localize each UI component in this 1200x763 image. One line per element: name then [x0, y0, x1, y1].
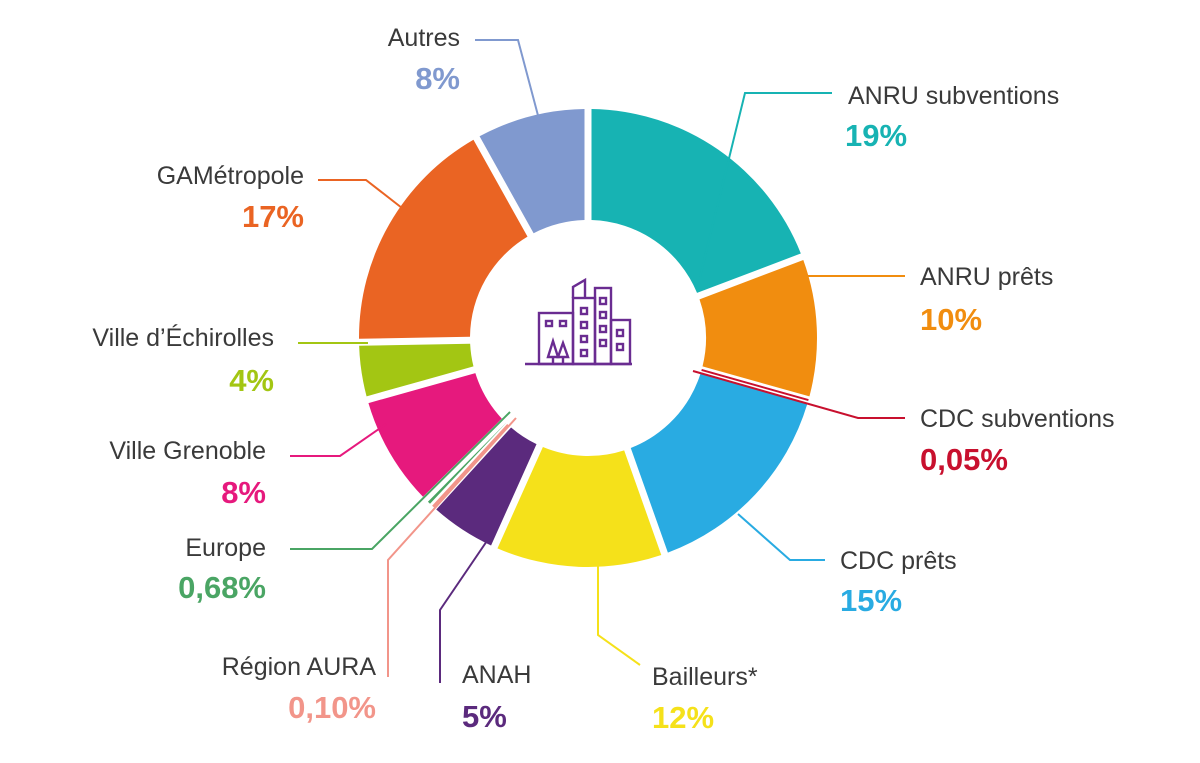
- slice-name-ville-grenoble: Ville Grenoble: [109, 437, 266, 465]
- slice-name-europe: Europe: [185, 534, 266, 562]
- slice-value-ville-grenoble: 8%: [221, 475, 266, 510]
- leader-line-europe: [290, 411, 511, 550]
- slice-value-cdc-prets: 15%: [840, 583, 902, 618]
- leader-line-autres: [475, 39, 541, 124]
- slice-name-bailleurs: Bailleurs*: [652, 663, 758, 691]
- slice-value-anru-subventions: 19%: [845, 118, 907, 153]
- slice-value-region-aura: 0,10%: [288, 690, 376, 725]
- leader-lines: [290, 39, 905, 683]
- slice-name-cdc-subventions: CDC subventions: [920, 405, 1115, 433]
- slice-name-anah: ANAH: [462, 661, 531, 689]
- slice-value-cdc-subventions: 0,05%: [920, 442, 1008, 477]
- city-buildings-icon: [525, 277, 632, 366]
- leader-line-ville-grenoble: [290, 423, 387, 457]
- leader-line-gametropole: [318, 179, 403, 209]
- slice-value-europe: 0,68%: [178, 570, 266, 605]
- slice-cdc-prets: [630, 373, 808, 553]
- slice-name-anru-prets: ANRU prêts: [920, 263, 1053, 291]
- slice-europe: [427, 422, 507, 504]
- slice-name-ville-d-echirolles: Ville d’Échirolles: [92, 323, 274, 352]
- leader-line-cdc-subventions: [692, 370, 905, 419]
- slice-name-autres: Autres: [388, 24, 460, 52]
- slice-anru-prets: [699, 259, 817, 397]
- leader-line-bailleurs: [597, 560, 641, 666]
- slice-anru-subventions: [591, 109, 801, 293]
- slice-gametropole: [359, 139, 528, 339]
- slice-value-anah: 5%: [462, 699, 507, 734]
- slice-value-autres: 8%: [415, 61, 460, 96]
- slice-name-cdc-prets: CDC prêts: [840, 547, 957, 575]
- slice-bailleurs: [497, 447, 662, 568]
- slice-region-aura: [432, 424, 510, 508]
- slice-value-bailleurs: 12%: [652, 700, 714, 735]
- slice-value-gametropole: 17%: [242, 199, 304, 234]
- slice-autres: [479, 109, 585, 234]
- slice-anah: [436, 427, 537, 546]
- slice-value-ville-d-echirolles: 4%: [229, 363, 274, 398]
- leader-line-anah: [439, 534, 492, 683]
- slice-ville-grenoble: [368, 373, 502, 497]
- slice-name-anru-subventions: ANRU subventions: [848, 82, 1059, 110]
- slice-labels: ANRU subventions 19% ANRU prêts 10% CDC subv…: [92, 24, 1114, 735]
- leader-line-region-aura: [387, 417, 517, 677]
- leader-line-anru-subventions: [699, 92, 832, 278]
- slice-name-gametropole: GAMétropole: [157, 162, 304, 190]
- leader-line-cdc-prets: [737, 513, 825, 561]
- slice-ville-d-echirolles: [359, 343, 474, 397]
- slice-cdc-subventions: [701, 369, 809, 401]
- slice-value-anru-prets: 10%: [920, 302, 982, 337]
- slice-name-region-aura: Région AURA: [222, 653, 377, 681]
- donut-slices: [359, 109, 817, 568]
